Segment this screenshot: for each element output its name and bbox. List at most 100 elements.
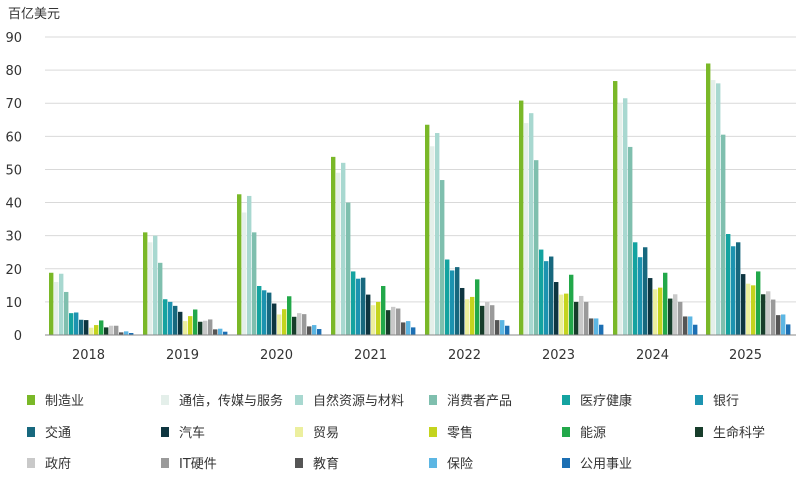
bar: 能源 2021: 14.8 [381,285,386,335]
bar: 生命科学 2022: 8.8 [480,305,485,335]
bar: 贸易 2019: 4.2 [183,321,188,335]
bar: 保险 2018: 1.1 [124,331,129,335]
legend-label: IT硬件 [179,457,217,472]
legend-swatch [562,458,570,468]
legend-swatch [161,427,169,437]
bar: 汽车 2022: 14.2 [460,287,465,335]
bar: 生命科学 2023: 10 [574,301,579,335]
y-tick-label: 20 [5,263,22,278]
bar: 教育 2021: 3.8 [401,322,406,335]
bar: 能源 2023: 18.2 [569,274,574,335]
legend-item: 教育 [295,456,339,472]
x-tick-label: 2018 [72,348,105,363]
bar: 公用事业 2022: 2.8 [505,325,510,335]
bar: 消费者产品 2021: 40 [346,202,351,335]
bar: 能源 2020: 11.7 [287,296,292,335]
legend-item: 消费者产品 [429,394,512,409]
bar: 贸易 2018: 2.2 [89,327,94,335]
bar: 制造业 2023: 70.8 [519,100,524,335]
bar: 汽车 2025: 18.4 [741,274,746,335]
bar: 医疗健康 2018: 6.6 [69,313,74,335]
x-tick-label: 2019 [166,348,199,363]
x-tick-label: 2022 [448,348,481,363]
x-tick-label: 2023 [542,348,575,363]
bar: 汽车 2021: 12.2 [366,294,371,335]
bar: 制造业 2022: 63.5 [425,124,430,335]
bar: 通信，传媒与服务 2022: 57 [430,146,435,335]
y-axis-unit-label: 百亿美元 [8,7,60,22]
legend-item: 通信，传媒与服务 [161,393,283,409]
legend-swatch [295,427,303,437]
bar: 生命科学 2020: 5.5 [292,316,297,335]
legend-swatch [695,395,703,405]
bar: IT硬件 2021: 8 [396,308,401,335]
bar: 汽车 2020: 9.5 [272,303,277,335]
bar: 银行 2021: 17 [356,278,361,335]
bar: 交通 2018: 4.6 [79,319,84,335]
bar: 贸易 2021: 9 [371,305,376,335]
legend-item: 银行 [695,394,739,409]
bar: 银行 2025: 26.8 [731,246,736,335]
y-tick-label: 10 [5,296,22,311]
bar: 交通 2021: 17.3 [361,277,366,335]
bar: 公用事业 2019: 1 [223,331,228,335]
bar: 政府 2020: 6.6 [297,313,302,335]
bar: 生命科学 2018: 2.3 [104,327,109,335]
bar: 保险 2022: 4.5 [500,320,505,335]
bar: 零售 2021: 10 [376,301,381,335]
bar: 教育 2024: 5.6 [683,316,688,335]
bar: IT硬件 2019: 4.7 [208,319,213,335]
bar: 汽车 2024: 17.2 [648,278,653,335]
bar: 汽车 2018: 4.5 [84,320,89,335]
bar: 零售 2020: 7.8 [282,309,287,335]
bars: 制造业 2018: 18.8通信，传媒与服务 2018: 16自然资源与材料 2… [49,63,791,336]
bar: 通信，传媒与服务 2025: 77 [711,80,716,336]
bar: 制造业 2021: 53.8 [331,156,336,335]
bar: 政府 2018: 2.8 [109,325,114,335]
bar: IT硬件 2018: 2.8 [114,325,119,335]
bar: IT硬件 2025: 10.7 [771,299,776,335]
bar: 自然资源与材料 2025: 76 [716,83,721,335]
gridlines [45,36,796,303]
legend-swatch [429,458,437,468]
bar: 能源 2025: 19.2 [756,271,761,335]
y-tick-label: 60 [5,130,22,145]
legend-label: 通信，传媒与服务 [179,393,283,409]
x-tick-label: 2021 [354,348,387,363]
bar: 生命科学 2021: 7.5 [386,310,391,335]
legend-label: 零售 [447,425,473,441]
bar: 教育 2019: 1.7 [213,329,218,335]
bar: 医疗健康 2021: 19.2 [351,271,356,335]
bar: 生命科学 2019: 4 [198,321,203,335]
bar: 贸易 2022: 10.8 [465,299,470,335]
legend-label: 医疗健康 [580,393,632,409]
bar: 医疗健康 2022: 22.8 [445,259,450,335]
bar: 贸易 2020: 6.2 [277,314,282,335]
legend-label: 公用事业 [580,457,632,472]
bar: 贸易 2024: 13.8 [653,289,658,335]
legend-item: 生命科学 [695,425,765,441]
bar: 保险 2024: 5.6 [688,316,693,335]
bar: 医疗健康 2024: 28 [633,242,638,335]
legend-item: 公用事业 [562,457,632,472]
legend-item: 保险 [429,457,473,472]
bar: 生命科学 2025: 12.3 [761,294,766,335]
bar: 消费者产品 2024: 56.8 [628,146,633,335]
bar: 教育 2025: 6 [776,315,781,335]
bar: 保险 2020: 3 [312,325,317,335]
bar: IT硬件 2023: 10 [584,301,589,335]
bar: 消费者产品 2019: 21.8 [158,262,163,335]
bar: 保险 2025: 6.2 [781,314,786,335]
bar: 贸易 2025: 15.5 [746,283,751,335]
bar: 零售 2022: 11.5 [470,296,475,335]
legend-item: 贸易 [295,426,339,441]
x-tick-label: 2025 [729,348,762,363]
legend-item: IT硬件 [161,457,217,472]
bar: 制造业 2024: 76.7 [613,81,618,335]
bar: 医疗健康 2025: 30.5 [726,234,731,335]
legend-item: 零售 [429,425,473,441]
y-tick-label: 90 [5,31,22,46]
bar: 保险 2019: 1.9 [218,328,223,335]
bar: 公用事业 2021: 2.3 [411,327,416,335]
